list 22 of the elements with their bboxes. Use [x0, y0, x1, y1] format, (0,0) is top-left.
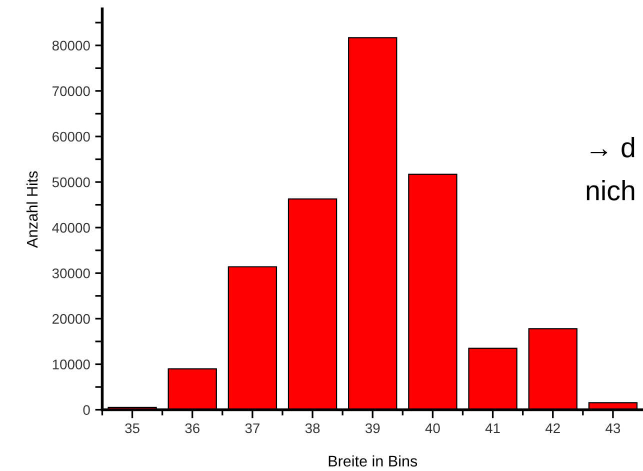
x-tick-label: 43 — [606, 423, 620, 434]
x-tick-label: 40 — [425, 423, 440, 434]
x-tick-label: 41 — [485, 423, 500, 434]
y-tick-label: 70000 — [52, 86, 90, 96]
y-axis-title: Anzahl Hits — [26, 171, 38, 248]
x-tick-label: 36 — [185, 423, 200, 434]
x-tick-label: 39 — [365, 423, 380, 434]
y-tick-label: 0 — [83, 405, 90, 415]
x-axis-title: Breite in Bins — [328, 455, 418, 467]
y-tick-label: 50000 — [52, 177, 90, 188]
y-tick-label: 10000 — [52, 360, 90, 370]
y-tick-label: 80000 — [52, 40, 90, 51]
y-tick-label: 20000 — [52, 314, 90, 324]
x-tick-label: 38 — [305, 423, 320, 434]
x-tick-label: 37 — [245, 423, 260, 434]
annotation: nich — [586, 180, 634, 200]
x-tick-label: 35 — [125, 423, 140, 434]
y-tick-label: 40000 — [52, 222, 90, 233]
annotation: → d — [590, 137, 634, 158]
x-tick-label: 42 — [545, 423, 560, 434]
y-tick-label: 60000 — [52, 132, 90, 142]
y-tick-label: 30000 — [52, 268, 90, 278]
